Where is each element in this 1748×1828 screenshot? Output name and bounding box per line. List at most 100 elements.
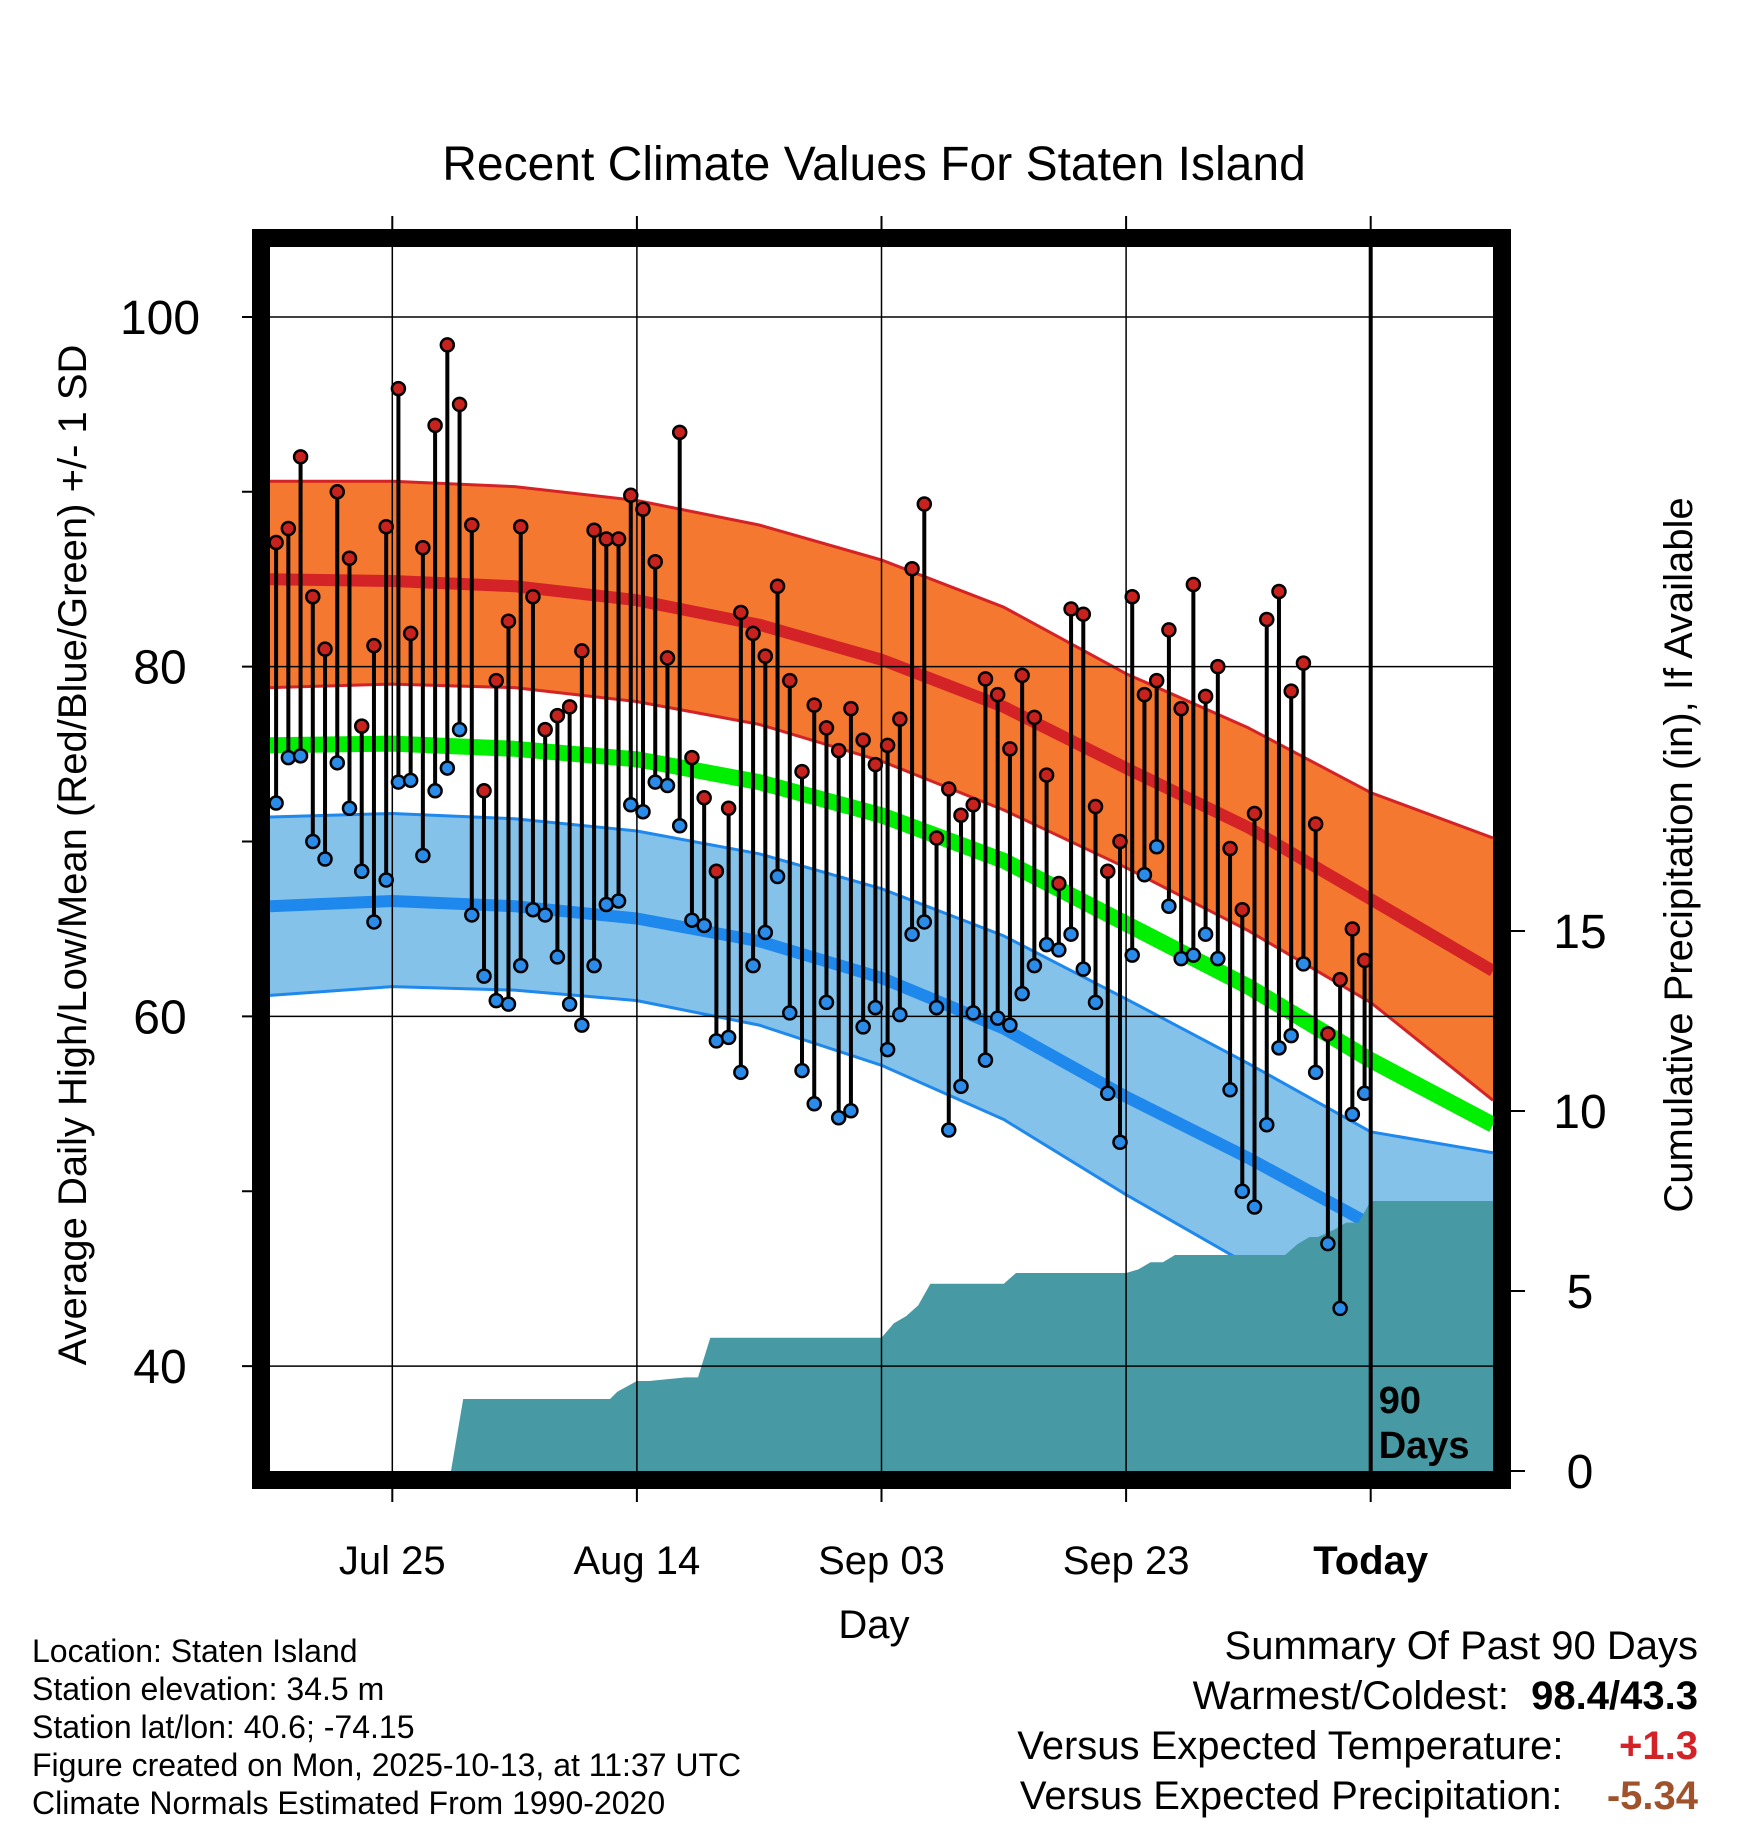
daily-low-point — [1246, 1199, 1263, 1215]
daily-high-point — [965, 797, 981, 813]
daily-low-point — [953, 1078, 969, 1095]
daily-low-point — [270, 795, 284, 811]
daily-high-point — [1063, 601, 1079, 617]
daily-low-point — [977, 1052, 994, 1068]
daily-high-point — [427, 417, 443, 434]
daily-high-point — [1197, 688, 1214, 705]
daily-low-point — [586, 957, 602, 974]
daily-high-point — [390, 380, 407, 397]
daily-high-point — [378, 519, 394, 535]
daily-low-point — [806, 1096, 822, 1112]
daily-low-point — [1148, 839, 1165, 855]
x-tick-label: Sep 23 — [1063, 1539, 1190, 1583]
daily-high-point — [270, 534, 284, 551]
daily-low-point — [1283, 1027, 1299, 1044]
daily-high-point — [867, 756, 884, 773]
info-location: Location: Staten Island — [32, 1633, 358, 1669]
daily-low-point — [451, 721, 468, 738]
daily-low-point — [378, 872, 394, 888]
info-latlon: Station lat/lon: 40.6; -74.15 — [32, 1709, 415, 1745]
daily-high-point — [1148, 672, 1165, 689]
summary-title: Summary Of Past 90 Days — [1224, 1624, 1698, 1668]
daily-low-point — [341, 800, 358, 817]
daily-low-point — [684, 912, 700, 928]
daily-high-point — [879, 737, 896, 754]
daily-low-point — [1075, 961, 1092, 977]
daily-high-point — [1038, 767, 1055, 783]
daily-high-point — [476, 783, 492, 799]
daily-high-point — [745, 625, 761, 642]
daily-high-point — [488, 672, 505, 689]
daily-high-point — [1320, 1026, 1336, 1042]
summary-precip-value: -5.34 — [1606, 1774, 1698, 1818]
daily-high-point — [623, 487, 639, 504]
y2-tick-label: 15 — [1553, 906, 1606, 959]
daily-low-point — [696, 917, 712, 934]
daily-high-point — [1112, 833, 1128, 850]
y-axis-label: Average Daily High/Low/Mean (Red/Blue/Gr… — [51, 345, 95, 1366]
daily-low-point — [1014, 985, 1030, 1002]
daily-high-point — [684, 749, 700, 766]
summary-warm-cold-label: Warmest/Coldest: — [1192, 1674, 1509, 1718]
y2-axis-label: Cumulative Precipitation (in), If Availa… — [1657, 497, 1701, 1212]
daily-high-point — [1136, 686, 1153, 703]
daily-high-point — [769, 578, 786, 594]
daily-low-point — [1136, 866, 1153, 883]
daily-low-point — [659, 777, 676, 794]
daily-high-point — [671, 424, 688, 441]
daily-low-point — [941, 1122, 957, 1138]
today-label: Days — [1379, 1425, 1470, 1467]
daily-low-point — [598, 896, 615, 913]
daily-high-point — [1185, 576, 1202, 593]
daily-high-point — [1161, 622, 1177, 638]
y2-tick-label: 5 — [1567, 1266, 1594, 1319]
daily-high-point — [1307, 816, 1324, 832]
info-created: Figure created on Mon, 2025-10-13, at 11… — [32, 1747, 742, 1783]
daily-high-point — [830, 742, 847, 759]
daily-low-point — [1063, 926, 1079, 942]
daily-high-point — [402, 625, 419, 642]
x-tick-label: Aug 14 — [574, 1539, 701, 1583]
daily-low-point — [1307, 1064, 1324, 1081]
daily-high-point — [989, 686, 1006, 703]
daily-high-point — [818, 720, 835, 736]
daily-high-point — [305, 588, 321, 605]
daily-high-point — [1271, 583, 1287, 600]
daily-high-point — [280, 520, 297, 537]
daily-low-point — [1112, 1134, 1128, 1151]
x-tick-label: Today — [1313, 1539, 1429, 1583]
daily-low-point — [830, 1110, 847, 1126]
daily-low-point — [818, 994, 835, 1011]
daily-high-point — [1246, 805, 1263, 822]
daily-low-point — [1271, 1040, 1287, 1056]
daily-low-point — [1258, 1117, 1275, 1133]
daily-low-point — [1185, 947, 1202, 963]
daily-high-point — [439, 337, 456, 353]
high-sd-band — [270, 481, 1493, 1101]
daily-high-point — [782, 672, 798, 689]
daily-low-point — [561, 996, 578, 1012]
daily-high-point — [1026, 709, 1043, 726]
daily-high-point — [464, 517, 480, 533]
summary-temp-label: Versus Expected Temperature: — [1017, 1724, 1564, 1768]
daily-high-point — [843, 700, 859, 717]
daily-low-point — [488, 992, 505, 1009]
daily-high-point — [549, 707, 566, 724]
daily-high-point — [561, 699, 578, 715]
daily-low-point — [305, 833, 321, 850]
daily-low-point — [1320, 1235, 1336, 1252]
daily-low-point — [623, 797, 639, 813]
daily-low-point — [733, 1064, 749, 1081]
daily-high-point — [353, 718, 370, 734]
daily-low-point — [671, 818, 688, 834]
daily-low-point — [1173, 950, 1189, 967]
daily-low-point — [280, 749, 297, 766]
daily-high-point — [329, 484, 346, 500]
daily-high-point — [610, 531, 627, 547]
daily-low-point — [366, 914, 382, 930]
daily-low-point — [769, 868, 786, 885]
daily-high-point — [586, 522, 602, 539]
daily-low-point — [353, 863, 370, 879]
